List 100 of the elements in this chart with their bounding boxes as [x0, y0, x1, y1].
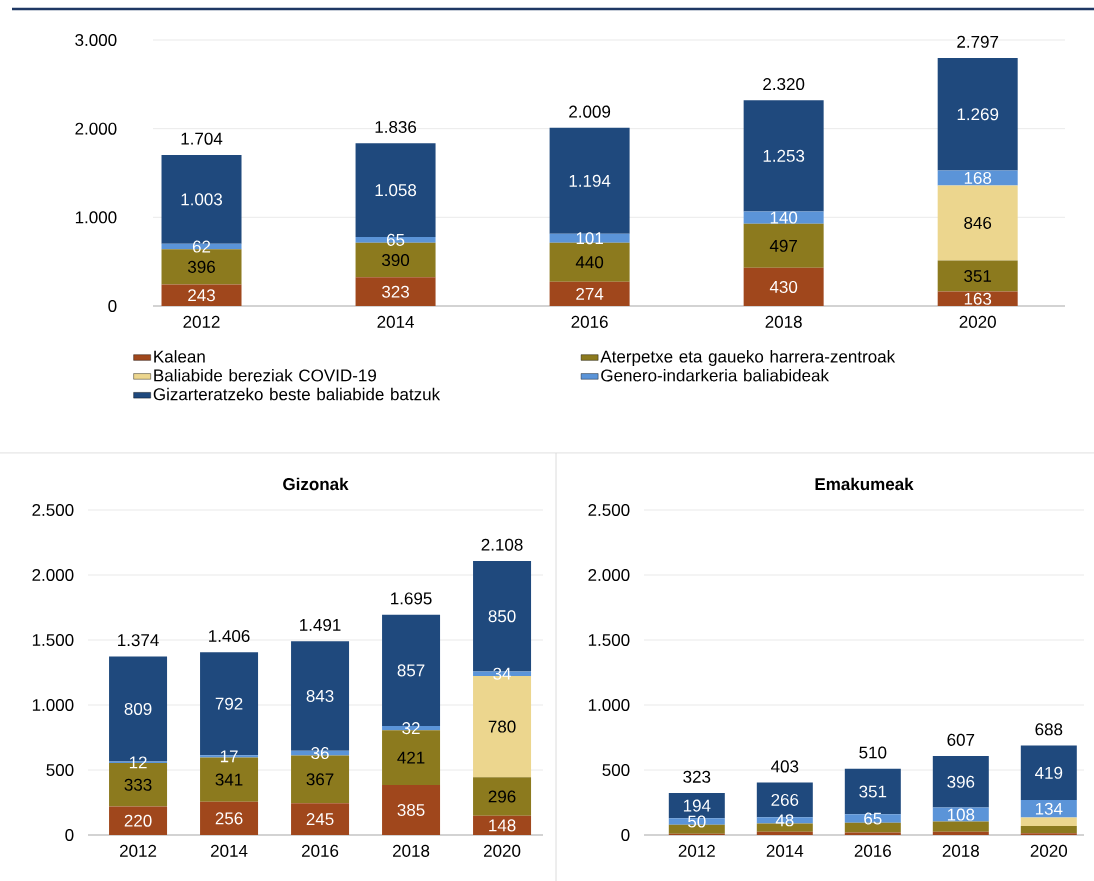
y-tick-label: 500: [46, 763, 74, 777]
total-label: 688: [1035, 723, 1063, 736]
total-label: 2.320: [763, 78, 805, 91]
data-label: 296: [488, 790, 516, 803]
data-label: 850: [488, 610, 516, 623]
data-label: 134: [1035, 802, 1063, 815]
legend-label: Gizarteratzeko beste baliabide batzuk: [153, 387, 441, 401]
x-tick-label: 2014: [766, 844, 804, 857]
total-label: 1.836: [375, 120, 417, 134]
x-tick-label: 2020: [484, 844, 521, 857]
x-tick-label: 2020: [1030, 844, 1068, 857]
total-label: 403: [771, 760, 799, 773]
x-tick-label: 2016: [571, 315, 608, 328]
bar: [844, 814, 901, 823]
x-tick-label: 2018: [942, 844, 979, 857]
data-label: 846: [964, 216, 992, 229]
y-tick-label: 0: [65, 828, 74, 842]
y-tick-label: 0: [108, 299, 117, 313]
y-tick-label: 2.000: [75, 122, 117, 135]
data-label: 220: [124, 814, 152, 827]
y-tick-label: 2.500: [588, 503, 630, 517]
bar: [1020, 826, 1077, 834]
data-label: 419: [1035, 766, 1063, 779]
data-label: 48: [775, 814, 794, 827]
data-label: 1.253: [763, 149, 805, 162]
data-label: 396: [187, 260, 215, 273]
data-label: 1.003: [181, 193, 223, 206]
bar: [109, 806, 168, 835]
bar: [756, 831, 813, 835]
y-tick-label: 3.000: [75, 33, 117, 47]
data-label: 140: [770, 211, 798, 224]
y-tick-label: 1.000: [588, 698, 630, 712]
total-label: 1.374: [118, 634, 159, 647]
data-label: 333: [124, 778, 152, 791]
data-label: 108: [947, 808, 975, 821]
data-label: 1.058: [375, 184, 417, 197]
y-tick-label: 500: [602, 763, 630, 777]
data-label: 148: [489, 819, 516, 832]
x-tick-label: 2020: [959, 315, 996, 328]
total-label: 323: [683, 770, 711, 783]
data-label: 857: [397, 664, 425, 677]
bar: [932, 831, 989, 835]
bar: [932, 821, 989, 832]
x-tick-label: 2016: [854, 844, 891, 857]
data-label: 351: [964, 269, 992, 282]
chart-title: Emakumeak: [815, 477, 914, 491]
x-tick-label: 2016: [302, 844, 339, 857]
total-label: 2.797: [957, 35, 999, 48]
bar: [355, 277, 436, 306]
data-label: 351: [859, 785, 887, 798]
x-tick-label: 2014: [377, 315, 414, 328]
data-label: 65: [864, 812, 882, 825]
data-label: 792: [215, 697, 243, 710]
bar: [473, 777, 532, 816]
x-tick-label: 2012: [183, 315, 220, 328]
y-tick-label: 1.500: [588, 633, 630, 647]
y-tick-label: 1.000: [75, 211, 117, 224]
data-label: 1.194: [569, 174, 611, 187]
data-label: 243: [188, 289, 215, 302]
data-label: 17: [220, 750, 238, 763]
bar: [937, 57, 1018, 171]
data-label: 256: [215, 812, 243, 825]
bar: [382, 784, 441, 835]
y-tick-label: 0: [621, 828, 630, 842]
data-label: 430: [769, 280, 798, 293]
total-label: 2.108: [481, 538, 523, 551]
y-tick-label: 2.000: [32, 568, 74, 582]
bar: [743, 100, 824, 212]
data-label: 809: [124, 702, 152, 715]
y-tick-label: 1.500: [32, 633, 74, 647]
bar: [200, 801, 259, 835]
bar: [291, 803, 350, 835]
data-label: 396: [947, 775, 975, 788]
bar: [1020, 745, 1077, 801]
x-tick-label: 2014: [211, 844, 248, 857]
bar: [937, 260, 1018, 292]
bar: [549, 281, 630, 306]
total-label: 607: [947, 733, 975, 746]
data-label: 245: [306, 813, 334, 826]
legend-label: Aterpetxe eta gaueko harrera-zentroak: [600, 350, 896, 366]
data-label: 194: [683, 799, 711, 812]
chart-title: Gizonak: [283, 477, 349, 491]
bar: [932, 756, 989, 808]
total-label: 2.009: [569, 105, 611, 118]
data-label: 101: [576, 232, 603, 245]
bar: [549, 127, 630, 234]
data-label: 390: [382, 254, 410, 267]
total-label: 1.491: [300, 618, 341, 631]
bar: [1020, 817, 1077, 827]
data-label: 12: [129, 756, 147, 769]
data-label: 323: [382, 285, 409, 298]
data-label: 168: [964, 171, 992, 184]
y-tick-label: 2.000: [588, 568, 630, 582]
data-label: 50: [688, 815, 706, 828]
data-label: 385: [397, 803, 425, 816]
bar: [937, 185, 1018, 261]
data-label: 163: [964, 292, 992, 305]
data-label: 497: [769, 239, 797, 252]
legend-label: Kalean: [154, 350, 205, 363]
data-label: 367: [306, 773, 334, 786]
